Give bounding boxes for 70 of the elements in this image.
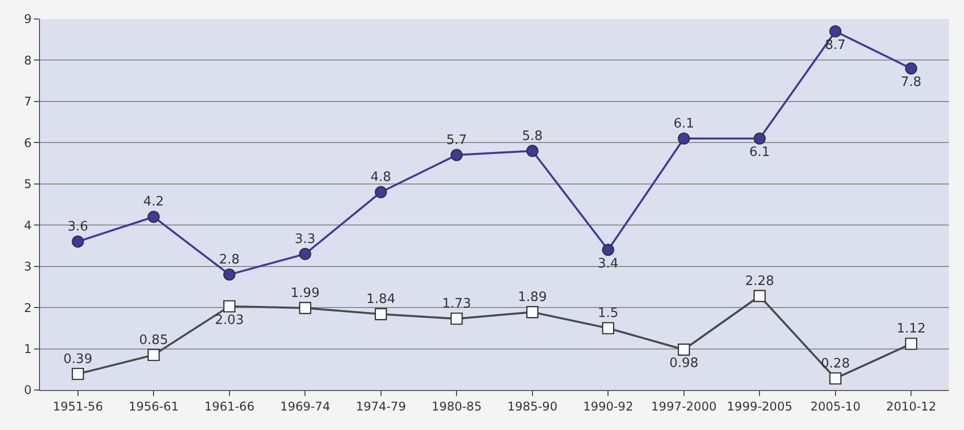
data-label: 1.84 (366, 292, 396, 308)
data-label: 4.8 (370, 170, 392, 186)
y-tick-label: 8 (24, 53, 32, 68)
point (450, 312, 463, 325)
y-tick-label: 2 (24, 300, 32, 315)
point (299, 302, 312, 314)
data-label: 2.03 (214, 312, 244, 328)
y-tick-label: 5 (24, 177, 32, 192)
data-label: 3.4 (598, 256, 618, 272)
point (602, 322, 614, 334)
point (526, 306, 538, 318)
x-tick-label: 2010-12 (886, 399, 936, 414)
x-tick-label: 1999-2005 (726, 399, 792, 414)
y-tick-label: 1 (24, 342, 32, 356)
data-label: 0.98 (669, 356, 698, 372)
data-label: 5.7 (446, 132, 467, 148)
data-label: 1.5 (598, 306, 618, 322)
y-tick-label: 7 (24, 94, 32, 109)
data-label: 6.1 (674, 116, 694, 132)
point (829, 372, 842, 385)
x-tick-label: 1974-79 (356, 399, 406, 414)
y-tick-label: 6 (24, 136, 32, 150)
x-tick-label: 1985-90 (507, 399, 558, 414)
point (905, 62, 918, 75)
data-label: 0.28 (820, 356, 850, 372)
x-tick-label: 2005-10 (810, 399, 860, 414)
x-tick-label: 1961-66 (204, 399, 254, 414)
data-label: 0.39 (63, 352, 92, 367)
x-tick-label: 1969-74 (280, 399, 330, 414)
data-label: 3.3 (294, 232, 316, 247)
data-label: 7.8 (900, 75, 922, 90)
data-label: 2.8 (219, 252, 240, 268)
data-label: 4.2 (143, 194, 164, 210)
data-label: 1.73 (442, 296, 472, 312)
data-label: 3.6 (68, 219, 88, 234)
point (678, 344, 690, 356)
data-label: 1.89 (518, 290, 547, 305)
x-tick-label: 1956-61 (128, 399, 179, 414)
x-tick-label: 1997-2000 (651, 399, 717, 414)
data-label: 5.8 (522, 128, 543, 144)
data-label: 1.12 (896, 322, 926, 337)
data-label: 2.28 (745, 274, 774, 289)
point (678, 132, 690, 145)
data-label: 6.1 (749, 145, 770, 160)
x-tick-label: 1951-56 (52, 399, 103, 414)
point (754, 132, 766, 145)
point (72, 368, 84, 380)
point (754, 290, 766, 302)
point (374, 186, 387, 198)
point (299, 248, 312, 260)
point (829, 25, 842, 38)
data-label: 0.85 (139, 332, 168, 348)
x-tick-label: 1980-85 (432, 399, 482, 414)
point (450, 148, 463, 162)
point (148, 348, 160, 362)
point (223, 300, 236, 312)
point (374, 308, 387, 320)
y-tick-label: 3 (24, 260, 32, 274)
point (602, 244, 614, 256)
x-tick-label: 1990-92 (583, 399, 634, 414)
point (223, 268, 236, 281)
data-label: 1.99 (290, 286, 320, 301)
point (905, 338, 918, 350)
point (526, 144, 538, 158)
y-tick-label: 9 (24, 12, 32, 26)
y-tick-label: 0 (24, 383, 32, 398)
point (72, 236, 84, 248)
y-tick-label: 4 (24, 218, 32, 232)
data-label: 8.7 (825, 38, 846, 53)
point (148, 210, 160, 223)
